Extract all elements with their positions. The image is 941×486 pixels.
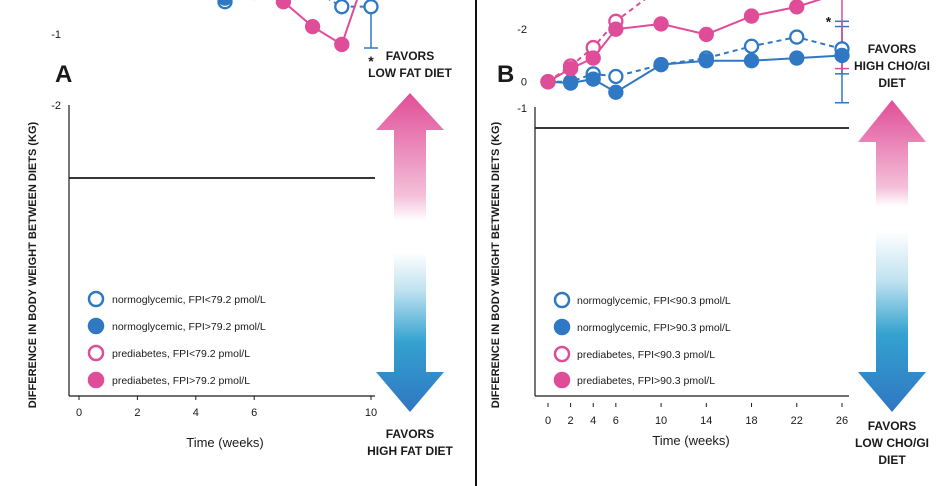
- legend-label-b-1: normoglycemic, FPI<90.3 pmol/L: [577, 295, 731, 307]
- x-tick-label: 22: [791, 415, 803, 427]
- legend-label-b-2: normoglycemic, FPI>90.3 pmol/L: [577, 322, 731, 334]
- data-point-b-2: [789, 50, 805, 66]
- arrow-a-bottom-line-1: FAVORS: [386, 427, 434, 441]
- data-point-a-1: [334, 0, 350, 15]
- arrow-a-bottom-line-2: HIGH FAT DIET: [367, 444, 453, 458]
- data-point-b-4: [585, 50, 601, 66]
- x-tick-label: 10: [655, 415, 667, 427]
- series-line-b-3: [547, 0, 646, 83]
- data-point-b-4: [653, 16, 669, 32]
- data-point-a-4: [275, 0, 292, 10]
- legend-marker-a-2: [87, 317, 105, 335]
- x-tick-label: 4: [193, 407, 199, 419]
- legend-marker-a-4: [87, 371, 105, 389]
- arrow-a: FAVORS LOW FAT DIET FAVORS HIGH FAT DIET: [367, 49, 453, 458]
- legend-label-a-1: normoglycemic, FPI<79.2 pmol/L: [112, 294, 266, 306]
- legend-b: normoglycemic, FPI<90.3 pmol/L normoglyc…: [553, 291, 731, 389]
- x-tick-label: 2: [134, 407, 140, 419]
- legend-label-b-4: prediabetes, FPI>90.3 pmol/L: [577, 375, 715, 387]
- y-tick-label: -2: [51, 100, 61, 112]
- legend-a: normoglycemic, FPI<79.2 pmol/L normoglyc…: [87, 290, 266, 389]
- data-point-b-1: [743, 38, 760, 54]
- legend-marker-b-3: [553, 345, 571, 363]
- legend-marker-a-3: [87, 344, 105, 362]
- y-tick-label: 0: [521, 77, 527, 89]
- arrow-b-bottom-line-2: LOW CHO/GI: [855, 436, 929, 450]
- data-point-a-4: [304, 18, 321, 35]
- legend-label-b-3: prediabetes, FPI<90.3 pmol/L: [577, 349, 715, 361]
- data-point-b-2: [585, 71, 601, 87]
- data-point-b-4: [540, 74, 556, 90]
- data-point-b-4: [789, 0, 805, 15]
- legend-marker-a-1: [87, 290, 105, 308]
- arrow-a-top-line-2: LOW FAT DIET: [368, 66, 452, 80]
- arrow-b-top-line-2: HIGH CHO/GI: [854, 59, 930, 73]
- double-arrow-b: [858, 100, 926, 412]
- series-line-b-1: [548, 36, 843, 83]
- legend-label-a-3: prediabetes, FPI<79.2 pmol/L: [112, 348, 250, 360]
- data-point-b-2: [562, 75, 579, 91]
- legend-marker-b-2: [553, 318, 571, 336]
- arrow-a-top-line-1: FAVORS: [386, 49, 434, 63]
- data-point-b-1: [608, 68, 624, 85]
- arrow-b-bottom-line-1: FAVORS: [868, 419, 916, 433]
- significance-annotation: *: [368, 53, 374, 69]
- series-line-a-4: [281, 0, 359, 46]
- data-point-a-4: [334, 36, 350, 53]
- x-tick-label: 6: [251, 407, 257, 419]
- data-point-b-2: [834, 47, 850, 64]
- data-point-b-2: [653, 57, 669, 73]
- legend-marker-b-4: [553, 371, 571, 389]
- x-tick-label: 6: [613, 415, 619, 427]
- arrow-b-top-line-3: DIET: [878, 76, 906, 90]
- x-tick-label: 0: [545, 415, 551, 427]
- data-point-b-2: [608, 84, 624, 100]
- panel-b: B DIFFERENCE IN BODY WEIGHT BETWEEN DIET…: [490, 0, 930, 467]
- data-point-b-2: [698, 53, 714, 69]
- panel-letter-b: B: [497, 61, 514, 88]
- x-axis-label-a: Time (weeks): [186, 435, 264, 450]
- x-tick-label: 0: [76, 407, 82, 419]
- data-point-b-1: [789, 29, 805, 45]
- x-tick-label: 10: [365, 407, 377, 419]
- data-point-b-4: [608, 21, 624, 37]
- series-a: [217, 0, 379, 53]
- data-point-a-1: [363, 0, 379, 15]
- y-axis-label-a: DIFFERENCE IN BODY WEIGHT BETWEEN DIETS …: [27, 121, 39, 408]
- annotations-b: **#*#: [826, 14, 832, 30]
- x-tick-label: 14: [700, 415, 712, 427]
- arrow-b-bottom-line-3: DIET: [878, 453, 906, 467]
- data-point-b-4: [562, 60, 579, 77]
- data-point-b-4: [698, 26, 714, 43]
- y-tick-label: -2: [517, 24, 527, 36]
- panel-letter-a: A: [55, 61, 72, 88]
- arrow-b-top-line-1: FAVORS: [868, 42, 916, 56]
- legend-marker-b-1: [553, 291, 571, 309]
- legend-label-a-4: prediabetes, FPI>79.2 pmol/L: [112, 375, 250, 387]
- x-tick-label: 18: [745, 415, 757, 427]
- series-b: [540, 0, 850, 100]
- x-tick-label: 4: [590, 415, 596, 427]
- x-tick-label: 26: [836, 415, 848, 427]
- legend-label-a-2: normoglycemic, FPI>79.2 pmol/L: [112, 321, 266, 333]
- significance-annotation: *: [826, 14, 832, 30]
- y-tick-label: -1: [51, 29, 61, 41]
- data-point-a-2: [217, 0, 233, 6]
- data-point-b-4: [743, 8, 760, 24]
- panel-a: A DIFFERENCE IN BODY WEIGHT BETWEEN DIET…: [27, 0, 454, 458]
- annotations-a: **#: [368, 53, 374, 69]
- y-axis-label-b: DIFFERENCE IN BODY WEIGHT BETWEEN DIETS …: [490, 121, 502, 408]
- y-tick-label: -1: [517, 103, 527, 115]
- x-axis-label-b: Time (weeks): [652, 433, 730, 448]
- data-point-b-2: [743, 53, 760, 69]
- x-tick-label: 2: [568, 415, 574, 427]
- arrow-b: FAVORS HIGH CHO/GI DIET FAVORS LOW CHO/G…: [854, 42, 930, 467]
- double-arrow-a: [376, 93, 444, 412]
